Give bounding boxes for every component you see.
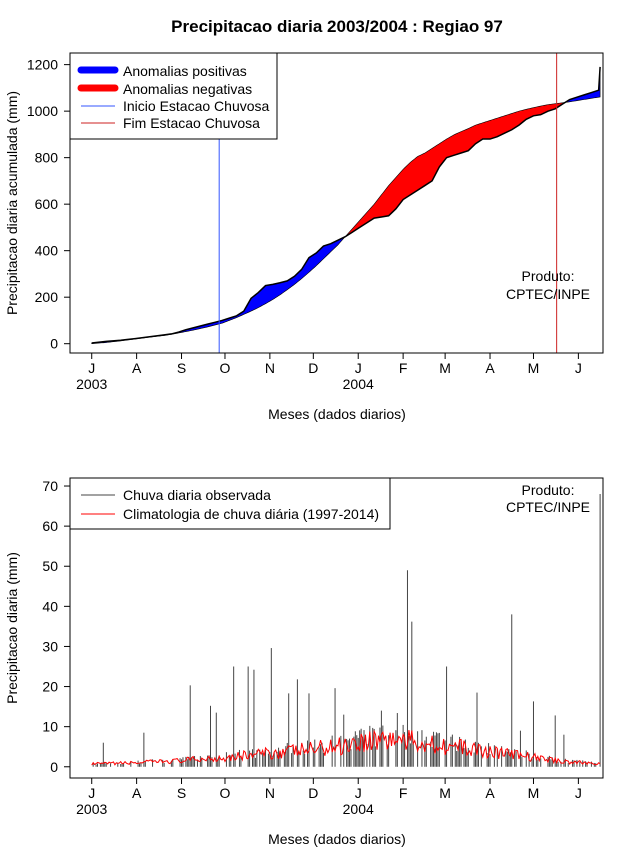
bottom-watermark-line2: CPTEC/INPE <box>506 499 590 515</box>
x-tick-label-month: A <box>132 785 142 801</box>
x-tick-label-month: M <box>528 785 540 801</box>
y-tick-label: 800 <box>35 150 59 166</box>
y-tick-label: 60 <box>42 518 58 534</box>
y-tick-label: 0 <box>50 336 58 352</box>
top-y-axis: 0 200 400 600 800 1000 1200 <box>27 57 71 352</box>
bottom-y-axis-label: Precipitacao diaria (mm) <box>4 552 20 704</box>
y-tick-label: 10 <box>42 719 58 735</box>
x-tick-label-month: J <box>88 785 95 801</box>
x-tick-label-month: M <box>439 360 451 376</box>
x-tick-label-year: 2004 <box>343 376 374 392</box>
y-tick-label: 600 <box>35 196 59 212</box>
x-tick-label-year: 2004 <box>343 801 374 817</box>
x-tick-label-month: O <box>220 785 231 801</box>
x-tick-label-month: N <box>265 360 275 376</box>
positive-anomaly-area <box>91 236 346 345</box>
x-tick-label-month: J <box>575 360 582 376</box>
x-tick-label-month: A <box>485 360 495 376</box>
y-tick-label: 20 <box>42 679 58 695</box>
observed-daily-rain <box>92 494 601 767</box>
legend-label-observed: Chuva diaria observada <box>123 487 271 503</box>
y-tick-label: 1200 <box>27 57 58 73</box>
x-tick-label-month: O <box>220 360 231 376</box>
bottom-x-axis-label: Meses (dados diarios) <box>268 831 406 847</box>
legend-label-climatology: Climatologia de chuva diária (1997-2014) <box>123 506 379 522</box>
legend-label-positive: Anomalias positivas <box>123 63 247 79</box>
x-tick-label-year: 2003 <box>76 801 107 817</box>
x-tick-label-month: J <box>575 785 582 801</box>
x-tick-label-month: D <box>308 785 318 801</box>
y-tick-label: 200 <box>35 289 59 305</box>
x-tick-label-month: F <box>399 785 408 801</box>
bottom-watermark-line1: Produto: <box>522 482 575 498</box>
x-tick-label-month: N <box>265 785 275 801</box>
top-watermark-line1: Produto: <box>522 268 575 284</box>
x-tick-label-month: M <box>439 785 451 801</box>
negative-anomaly-area <box>344 102 565 237</box>
x-tick-label-month: J <box>88 360 95 376</box>
x-tick-label-month: A <box>485 785 495 801</box>
x-tick-label-month: A <box>132 360 142 376</box>
legend-label-negative: Anomalias negativas <box>123 81 252 97</box>
y-tick-label: 30 <box>42 638 58 654</box>
bottom-legend: Chuva diaria observada Climatologia de c… <box>69 477 391 530</box>
top-y-axis-label: Precipitacao diaria acumulada (mm) <box>4 91 20 315</box>
x-tick-label-month: D <box>308 360 318 376</box>
chart-title: Precipitacao diaria 2003/2004 : Regiao 9… <box>171 17 503 36</box>
y-tick-label: 40 <box>42 598 58 614</box>
x-tick-label-month: J <box>355 785 362 801</box>
x-tick-label-year: 2003 <box>76 376 107 392</box>
bottom-y-axis: 0 10 20 30 40 50 60 70 <box>42 478 71 775</box>
x-tick-label-month: J <box>355 360 362 376</box>
y-tick-label: 70 <box>42 478 58 494</box>
x-tick-label-month: M <box>528 360 540 376</box>
x-tick-label-month: F <box>399 360 408 376</box>
top-legend: Anomalias positivas Anomalias negativas … <box>69 52 278 140</box>
x-tick-label-month: S <box>177 785 186 801</box>
cumulative-observed-line <box>91 66 601 344</box>
legend-label-end: Fim Estacao Chuvosa <box>123 115 260 131</box>
top-x-axis-label: Meses (dados diarios) <box>268 406 406 422</box>
legend-label-start: Inicio Estacao Chuvosa <box>123 98 270 114</box>
climatology-line <box>91 729 601 766</box>
bottom-legend-box <box>69 477 391 530</box>
top-watermark-line2: CPTEC/INPE <box>506 286 590 302</box>
y-tick-label: 50 <box>42 558 58 574</box>
y-tick-label: 0 <box>50 759 58 775</box>
x-tick-label-month: S <box>177 360 186 376</box>
positive-anomaly-area <box>563 66 601 104</box>
y-tick-label: 1000 <box>27 103 58 119</box>
y-tick-label: 400 <box>35 243 59 259</box>
